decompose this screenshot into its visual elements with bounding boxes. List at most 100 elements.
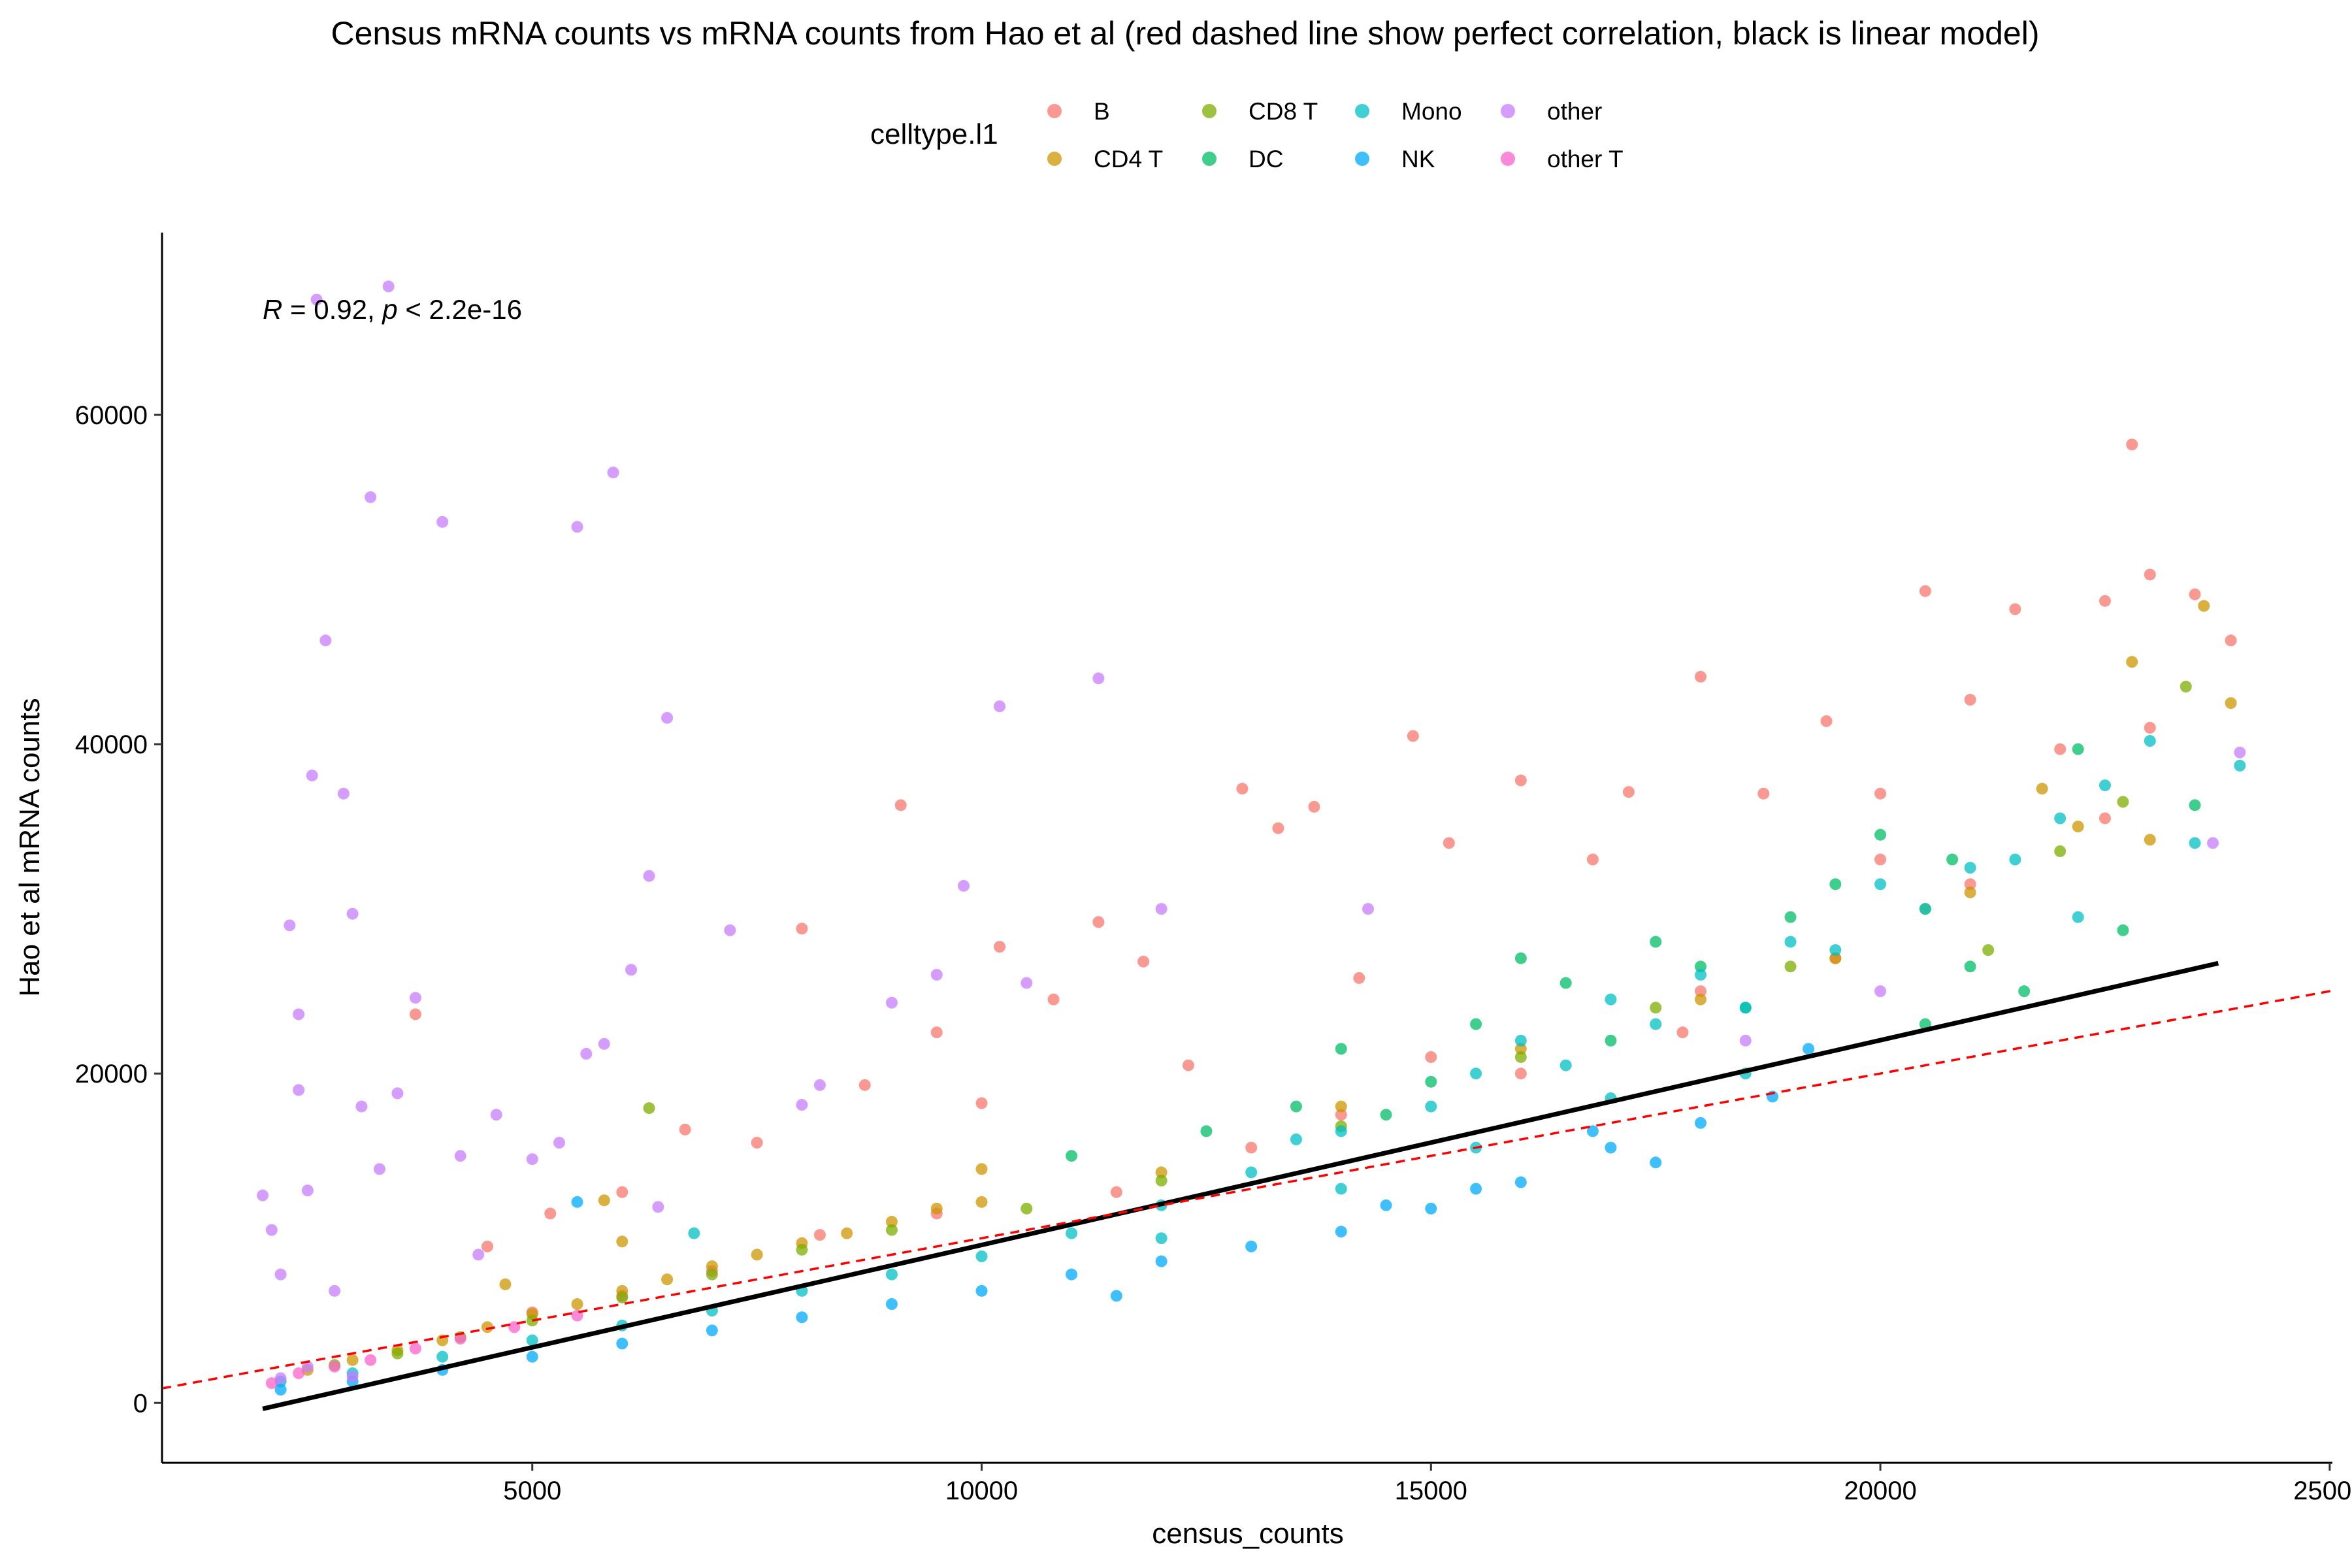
data-point <box>571 1196 583 1208</box>
regression-line <box>262 960 2219 1411</box>
legend-label: DC <box>1249 146 1283 172</box>
data-point <box>1047 993 1060 1005</box>
data-point <box>1470 1183 1482 1195</box>
data-point <box>1964 878 1976 890</box>
data-point <box>1290 1100 1302 1113</box>
data-point <box>679 1123 691 1135</box>
data-point <box>2198 600 2210 612</box>
data-point <box>706 1260 718 1273</box>
data-point <box>2234 759 2246 772</box>
data-point <box>813 1229 826 1241</box>
data-point <box>1021 1202 1033 1215</box>
data-point <box>1425 1075 1437 1088</box>
data-point <box>481 1240 493 1252</box>
data-point <box>796 923 808 935</box>
data-point <box>2072 911 2084 923</box>
data-point <box>2099 812 2111 825</box>
data-point <box>625 964 638 976</box>
data-point <box>490 1109 502 1121</box>
legend-item: Mono <box>1355 98 1462 125</box>
data-point <box>391 1087 404 1100</box>
data-point <box>706 1268 718 1281</box>
data-point <box>1236 783 1249 795</box>
data-point <box>2009 853 2021 866</box>
data-point <box>1694 985 1707 998</box>
legend-key <box>1355 104 1369 118</box>
data-point <box>1066 1227 1078 1239</box>
data-point <box>796 1243 808 1256</box>
data-point <box>661 711 674 724</box>
data-point <box>1155 903 1168 915</box>
data-point <box>1200 1125 1213 1137</box>
data-point <box>930 1202 943 1215</box>
data-point <box>382 280 395 293</box>
data-point <box>1353 972 1365 984</box>
data-point <box>1155 1255 1168 1267</box>
data-point <box>310 293 323 306</box>
data-point <box>1155 1166 1168 1179</box>
data-point <box>1784 911 1797 923</box>
data-point <box>1514 1043 1527 1055</box>
legend-key <box>1047 104 1062 118</box>
data-point <box>1137 955 1150 968</box>
data-point <box>930 1026 943 1039</box>
legend-item: CD4 T <box>1047 146 1163 172</box>
data-point <box>661 1273 674 1286</box>
data-point <box>2234 746 2246 759</box>
data-point <box>329 1284 341 1297</box>
data-point <box>1694 993 1707 1005</box>
data-point <box>571 1298 583 1311</box>
data-point <box>1425 1051 1437 1063</box>
legend-item: CD8 T <box>1202 98 1318 125</box>
data-point <box>1560 977 1572 989</box>
data-point <box>355 1100 368 1113</box>
data-point <box>2189 837 2201 849</box>
data-point <box>1605 993 1617 1005</box>
data-point <box>1820 715 1833 727</box>
legend-key <box>1047 152 1062 166</box>
data-point <box>2144 834 2156 846</box>
data-point <box>2072 821 2084 833</box>
y-tick-label: 60000 <box>75 401 148 430</box>
data-point <box>1335 1226 1347 1238</box>
data-point <box>580 1047 593 1060</box>
data-point <box>1514 1034 1527 1047</box>
data-point <box>346 907 359 920</box>
data-point <box>2099 595 2111 607</box>
legend-item: other <box>1501 98 1602 125</box>
legend-item: NK <box>1355 146 1435 172</box>
data-point <box>337 787 350 800</box>
annotation: R = 0.92, p < 2.2e-16 <box>263 294 522 325</box>
data-point <box>1650 1002 1662 1014</box>
data-point <box>1110 1290 1122 1302</box>
data-point <box>1874 878 1887 890</box>
data-point <box>1066 1150 1078 1162</box>
data-point <box>1335 1100 1347 1113</box>
data-point <box>1982 944 1995 956</box>
data-point <box>2054 812 2066 825</box>
y-tick-label: 40000 <box>75 730 148 759</box>
data-point <box>346 1354 359 1366</box>
legend-key <box>1202 104 1217 118</box>
data-point <box>1092 916 1105 928</box>
legend-key <box>1501 152 1515 166</box>
legend-key <box>1202 152 1217 166</box>
data-point <box>1874 787 1887 800</box>
data-point <box>553 1137 566 1149</box>
data-point <box>301 1360 314 1373</box>
data-point <box>1919 585 1931 597</box>
data-point <box>274 1384 287 1396</box>
data-point <box>643 870 655 882</box>
data-point <box>1514 1051 1527 1063</box>
data-point <box>1335 1183 1347 1195</box>
data-point <box>1335 1109 1347 1121</box>
x-axis-title: census_counts <box>1152 1518 1344 1550</box>
data-point <box>2189 799 2201 811</box>
data-point <box>329 1360 341 1373</box>
data-point <box>1694 960 1707 973</box>
data-point <box>1757 787 1770 800</box>
annotation-part: R <box>263 294 282 325</box>
data-point <box>265 1377 278 1390</box>
data-point <box>454 1150 466 1162</box>
data-point <box>274 1268 287 1281</box>
